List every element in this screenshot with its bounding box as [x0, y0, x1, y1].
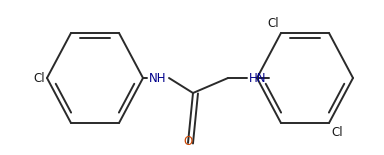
Text: Cl: Cl [33, 71, 45, 84]
Text: Cl: Cl [267, 17, 279, 30]
Text: O: O [184, 135, 193, 148]
Text: HN: HN [249, 71, 267, 84]
Text: Cl: Cl [331, 126, 343, 139]
Text: NH: NH [149, 71, 167, 84]
